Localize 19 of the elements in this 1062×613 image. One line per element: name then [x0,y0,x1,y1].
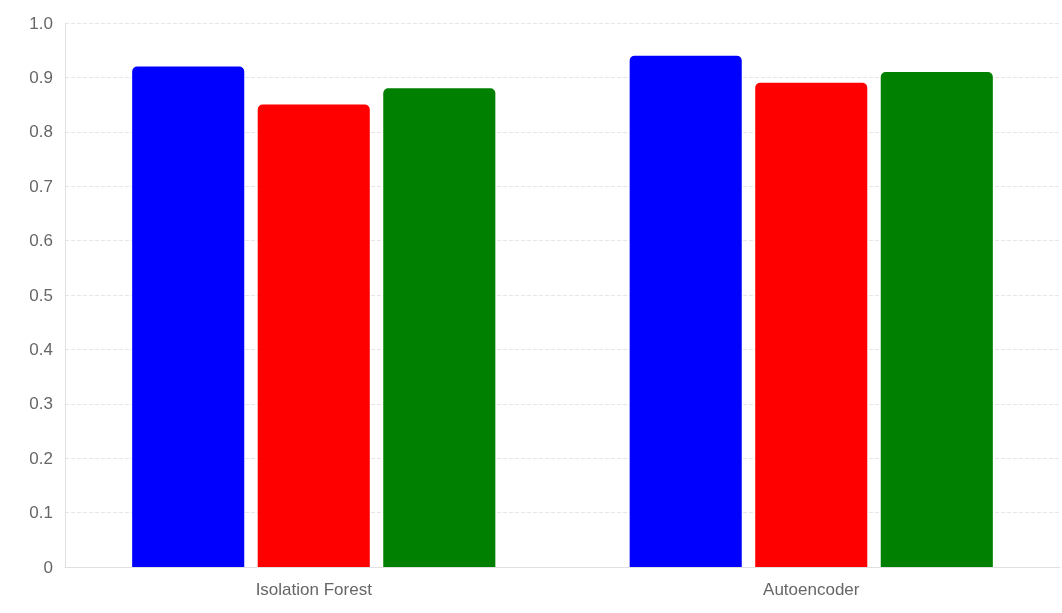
bar [257,104,370,567]
y-tick-label: 1.0 [29,13,53,33]
y-tick-label: 0.7 [29,176,53,196]
y-tick-label: 0.6 [29,231,53,251]
y-tick-label: 0.2 [29,448,53,468]
y-tick-label: 0.9 [29,67,53,87]
bar [132,66,245,567]
bar [880,71,993,567]
bar [383,88,496,567]
bar [629,55,742,567]
x-tick-label: Autoencoder [763,580,860,599]
y-tick-label: 0.4 [29,339,53,359]
y-tick-label: 0.3 [29,394,53,414]
bar [755,82,868,567]
y-tick-label: 0.5 [29,285,53,305]
y-tick-label: 0.8 [29,122,53,142]
y-tick-label: 0 [43,557,53,577]
x-tick-label: Isolation Forest [255,580,373,599]
y-tick-label: 0.1 [29,503,53,523]
